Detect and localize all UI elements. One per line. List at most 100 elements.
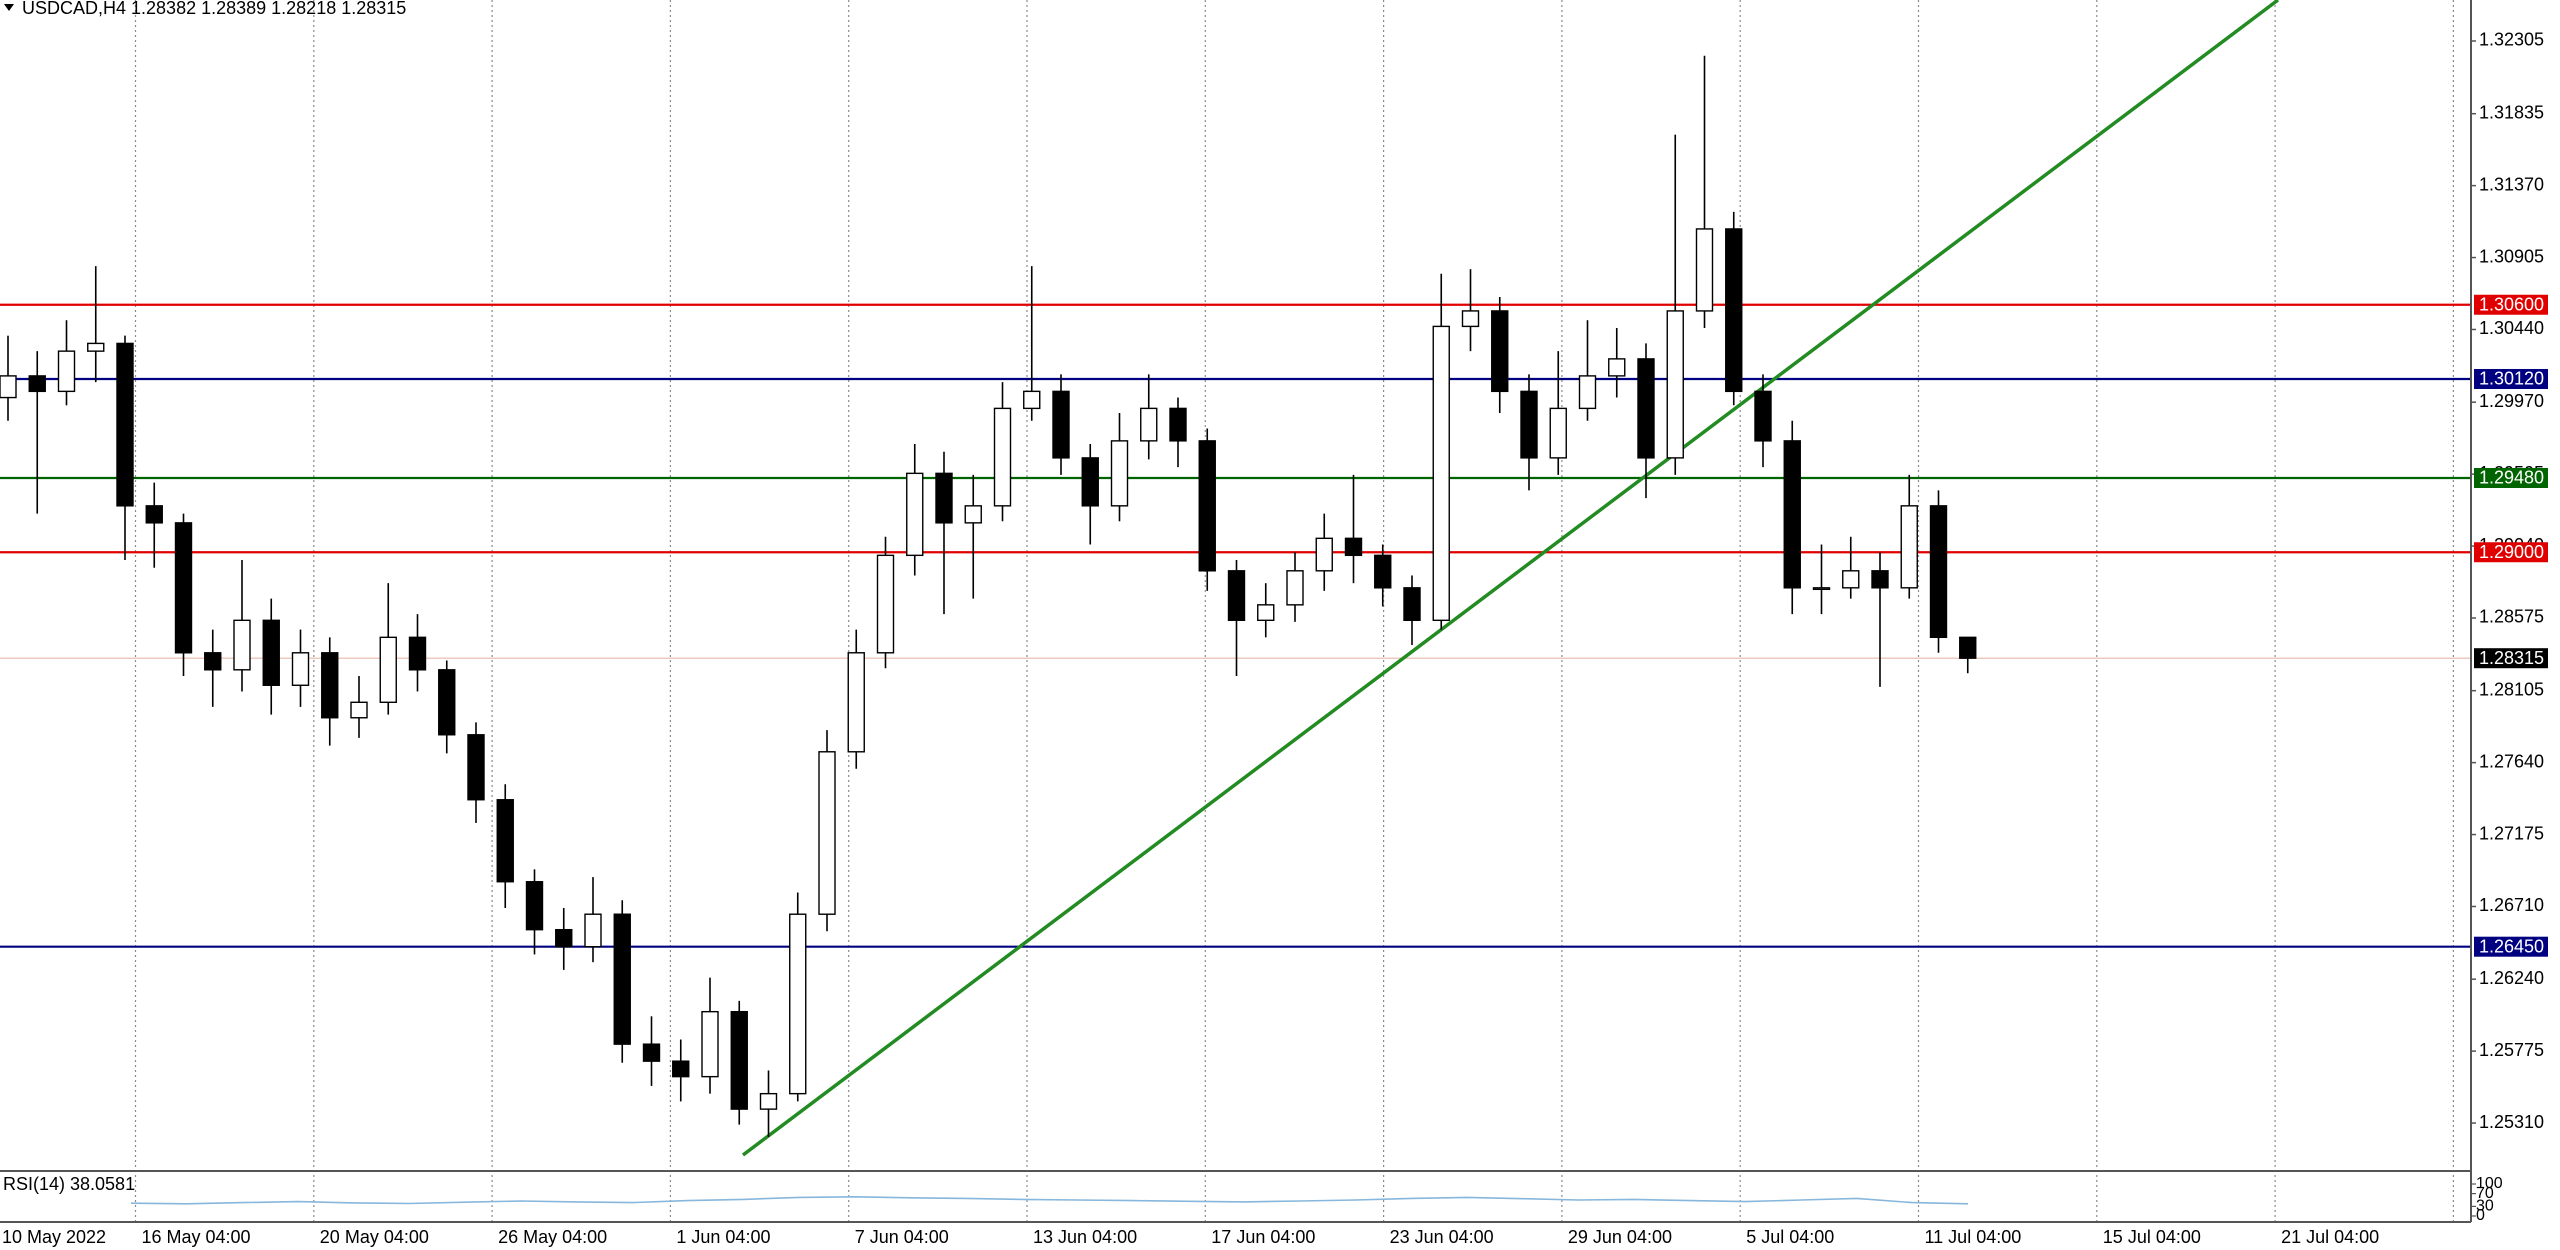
x-tick-label: 23 Jun 04:00 bbox=[1390, 1227, 1494, 1247]
x-tick-label: 1 Jun 04:00 bbox=[676, 1227, 770, 1247]
y-tick-label: 1.30905 bbox=[2479, 246, 2544, 266]
candle-body bbox=[467, 734, 485, 801]
candle-body bbox=[1549, 407, 1567, 459]
candles bbox=[0, 55, 1977, 1137]
y-tick-label: 1.26710 bbox=[2479, 895, 2544, 915]
candle-body bbox=[1286, 570, 1304, 606]
candle-body bbox=[496, 799, 514, 883]
candle-body bbox=[701, 1010, 719, 1078]
candle-body bbox=[1695, 228, 1714, 312]
level-label-box bbox=[2474, 294, 2548, 315]
candle-body bbox=[1198, 440, 1216, 572]
candle-body bbox=[1081, 457, 1099, 507]
candle-body bbox=[87, 342, 105, 352]
candle-body bbox=[1403, 587, 1421, 622]
trend-line bbox=[741, 0, 2280, 1157]
candle-body bbox=[1783, 440, 1801, 589]
candle-body bbox=[1110, 440, 1129, 507]
candle-body bbox=[935, 472, 953, 524]
x-tick-label: 15 Jul 04:00 bbox=[2103, 1227, 2201, 1247]
candle-body bbox=[730, 1010, 748, 1110]
candle-body bbox=[204, 652, 222, 671]
level-label-box bbox=[2474, 936, 2548, 957]
candle-body bbox=[408, 636, 427, 671]
price-label: 1.28315 bbox=[2479, 648, 2544, 668]
level-label-box bbox=[2474, 467, 2548, 488]
candle-body bbox=[1725, 228, 1743, 393]
y-tick-label: 1.25310 bbox=[2479, 1112, 2544, 1132]
y-tick-label: 1.28575 bbox=[2479, 607, 2544, 627]
candle-body bbox=[379, 636, 397, 703]
y-tick-label: 1.26240 bbox=[2479, 968, 2544, 988]
menu-triangle[interactable] bbox=[4, 4, 14, 11]
candle-body bbox=[1374, 554, 1392, 589]
candle-body bbox=[145, 505, 163, 524]
level-label: 1.29000 bbox=[2479, 542, 2544, 562]
x-tick-label: 29 Jun 04:00 bbox=[1568, 1227, 1672, 1247]
candle-body bbox=[584, 913, 602, 948]
rsi-tick-label: 0 bbox=[2476, 1207, 2485, 1224]
candle-body bbox=[1900, 505, 1918, 589]
rsi-tick-label: 100 bbox=[2476, 1175, 2503, 1192]
y-tick-label: 1.28105 bbox=[2479, 679, 2544, 699]
candle-body bbox=[116, 342, 134, 507]
y-tick-label: 1.27175 bbox=[2479, 823, 2544, 843]
level-label: 1.30120 bbox=[2479, 369, 2544, 389]
candle-body bbox=[818, 751, 836, 915]
candle-body bbox=[1520, 390, 1538, 459]
candle-body bbox=[1227, 570, 1246, 622]
candle-body bbox=[28, 375, 46, 393]
labels: 1.32305 1.31835 1.31370 1.30905 1.30440 1.299… bbox=[2, 30, 2548, 1247]
candle-body bbox=[876, 554, 895, 654]
grid bbox=[134, 0, 2454, 1222]
candle-body bbox=[525, 881, 544, 931]
candle-body bbox=[438, 669, 456, 736]
x-tick-label: 17 Jun 04:00 bbox=[1211, 1227, 1315, 1247]
candle-body bbox=[759, 1092, 778, 1110]
candle-body bbox=[1140, 407, 1158, 442]
rsi-tick-label: 30 bbox=[2476, 1198, 2494, 1215]
level-label-box bbox=[2474, 368, 2548, 389]
y-tick-label: 1.29970 bbox=[2479, 391, 2544, 411]
level-label-box bbox=[2474, 542, 2548, 563]
x-tick-label: 26 May 04:00 bbox=[498, 1227, 607, 1247]
chart-title: USDCAD,H4 1.28382 1.28389 1.28218 1.2831… bbox=[22, 0, 406, 18]
candle-body bbox=[1023, 390, 1041, 410]
level-label: 1.30600 bbox=[2479, 294, 2544, 314]
candle-body bbox=[1344, 537, 1363, 557]
level-label: 1.29480 bbox=[2479, 468, 2544, 488]
candle-body bbox=[1432, 325, 1450, 622]
candle-body bbox=[1842, 570, 1860, 589]
candle-body bbox=[1637, 358, 1655, 459]
candle-body bbox=[1169, 407, 1187, 442]
y-tick-label: 1.31370 bbox=[2479, 174, 2544, 194]
y-tick-label: 1.27640 bbox=[2479, 751, 2544, 771]
y-tick-label: 1.30440 bbox=[2479, 318, 2544, 338]
candle-body bbox=[847, 652, 865, 753]
y-tick-label: 1.31835 bbox=[2479, 102, 2544, 122]
candle-body bbox=[964, 505, 982, 524]
candle-body bbox=[233, 619, 251, 671]
candle-body bbox=[1608, 358, 1626, 377]
candle-body bbox=[1315, 537, 1333, 572]
level-label: 1.26450 bbox=[2479, 936, 2544, 956]
x-tick-label: 20 May 04:00 bbox=[320, 1227, 429, 1247]
rsi-line bbox=[130, 1195, 1969, 1205]
price-label-box bbox=[2474, 648, 2548, 669]
x-tick-label: 11 Jul 04:00 bbox=[1925, 1227, 2022, 1247]
candle-body bbox=[291, 652, 310, 686]
candle-body bbox=[1929, 505, 1948, 639]
candle-body bbox=[1257, 604, 1275, 622]
candle-body bbox=[262, 619, 280, 686]
candle-body bbox=[321, 652, 339, 719]
rsi-label: RSI(14) 38.0581 bbox=[3, 1174, 135, 1194]
candle-body bbox=[1666, 310, 1684, 459]
candle-body bbox=[642, 1043, 661, 1062]
candle-body bbox=[672, 1060, 690, 1078]
x-tick-label: 13 Jun 04:00 bbox=[1033, 1227, 1137, 1247]
x-tick-label: 7 Jun 04:00 bbox=[855, 1227, 949, 1247]
candle-body bbox=[1959, 636, 1977, 659]
